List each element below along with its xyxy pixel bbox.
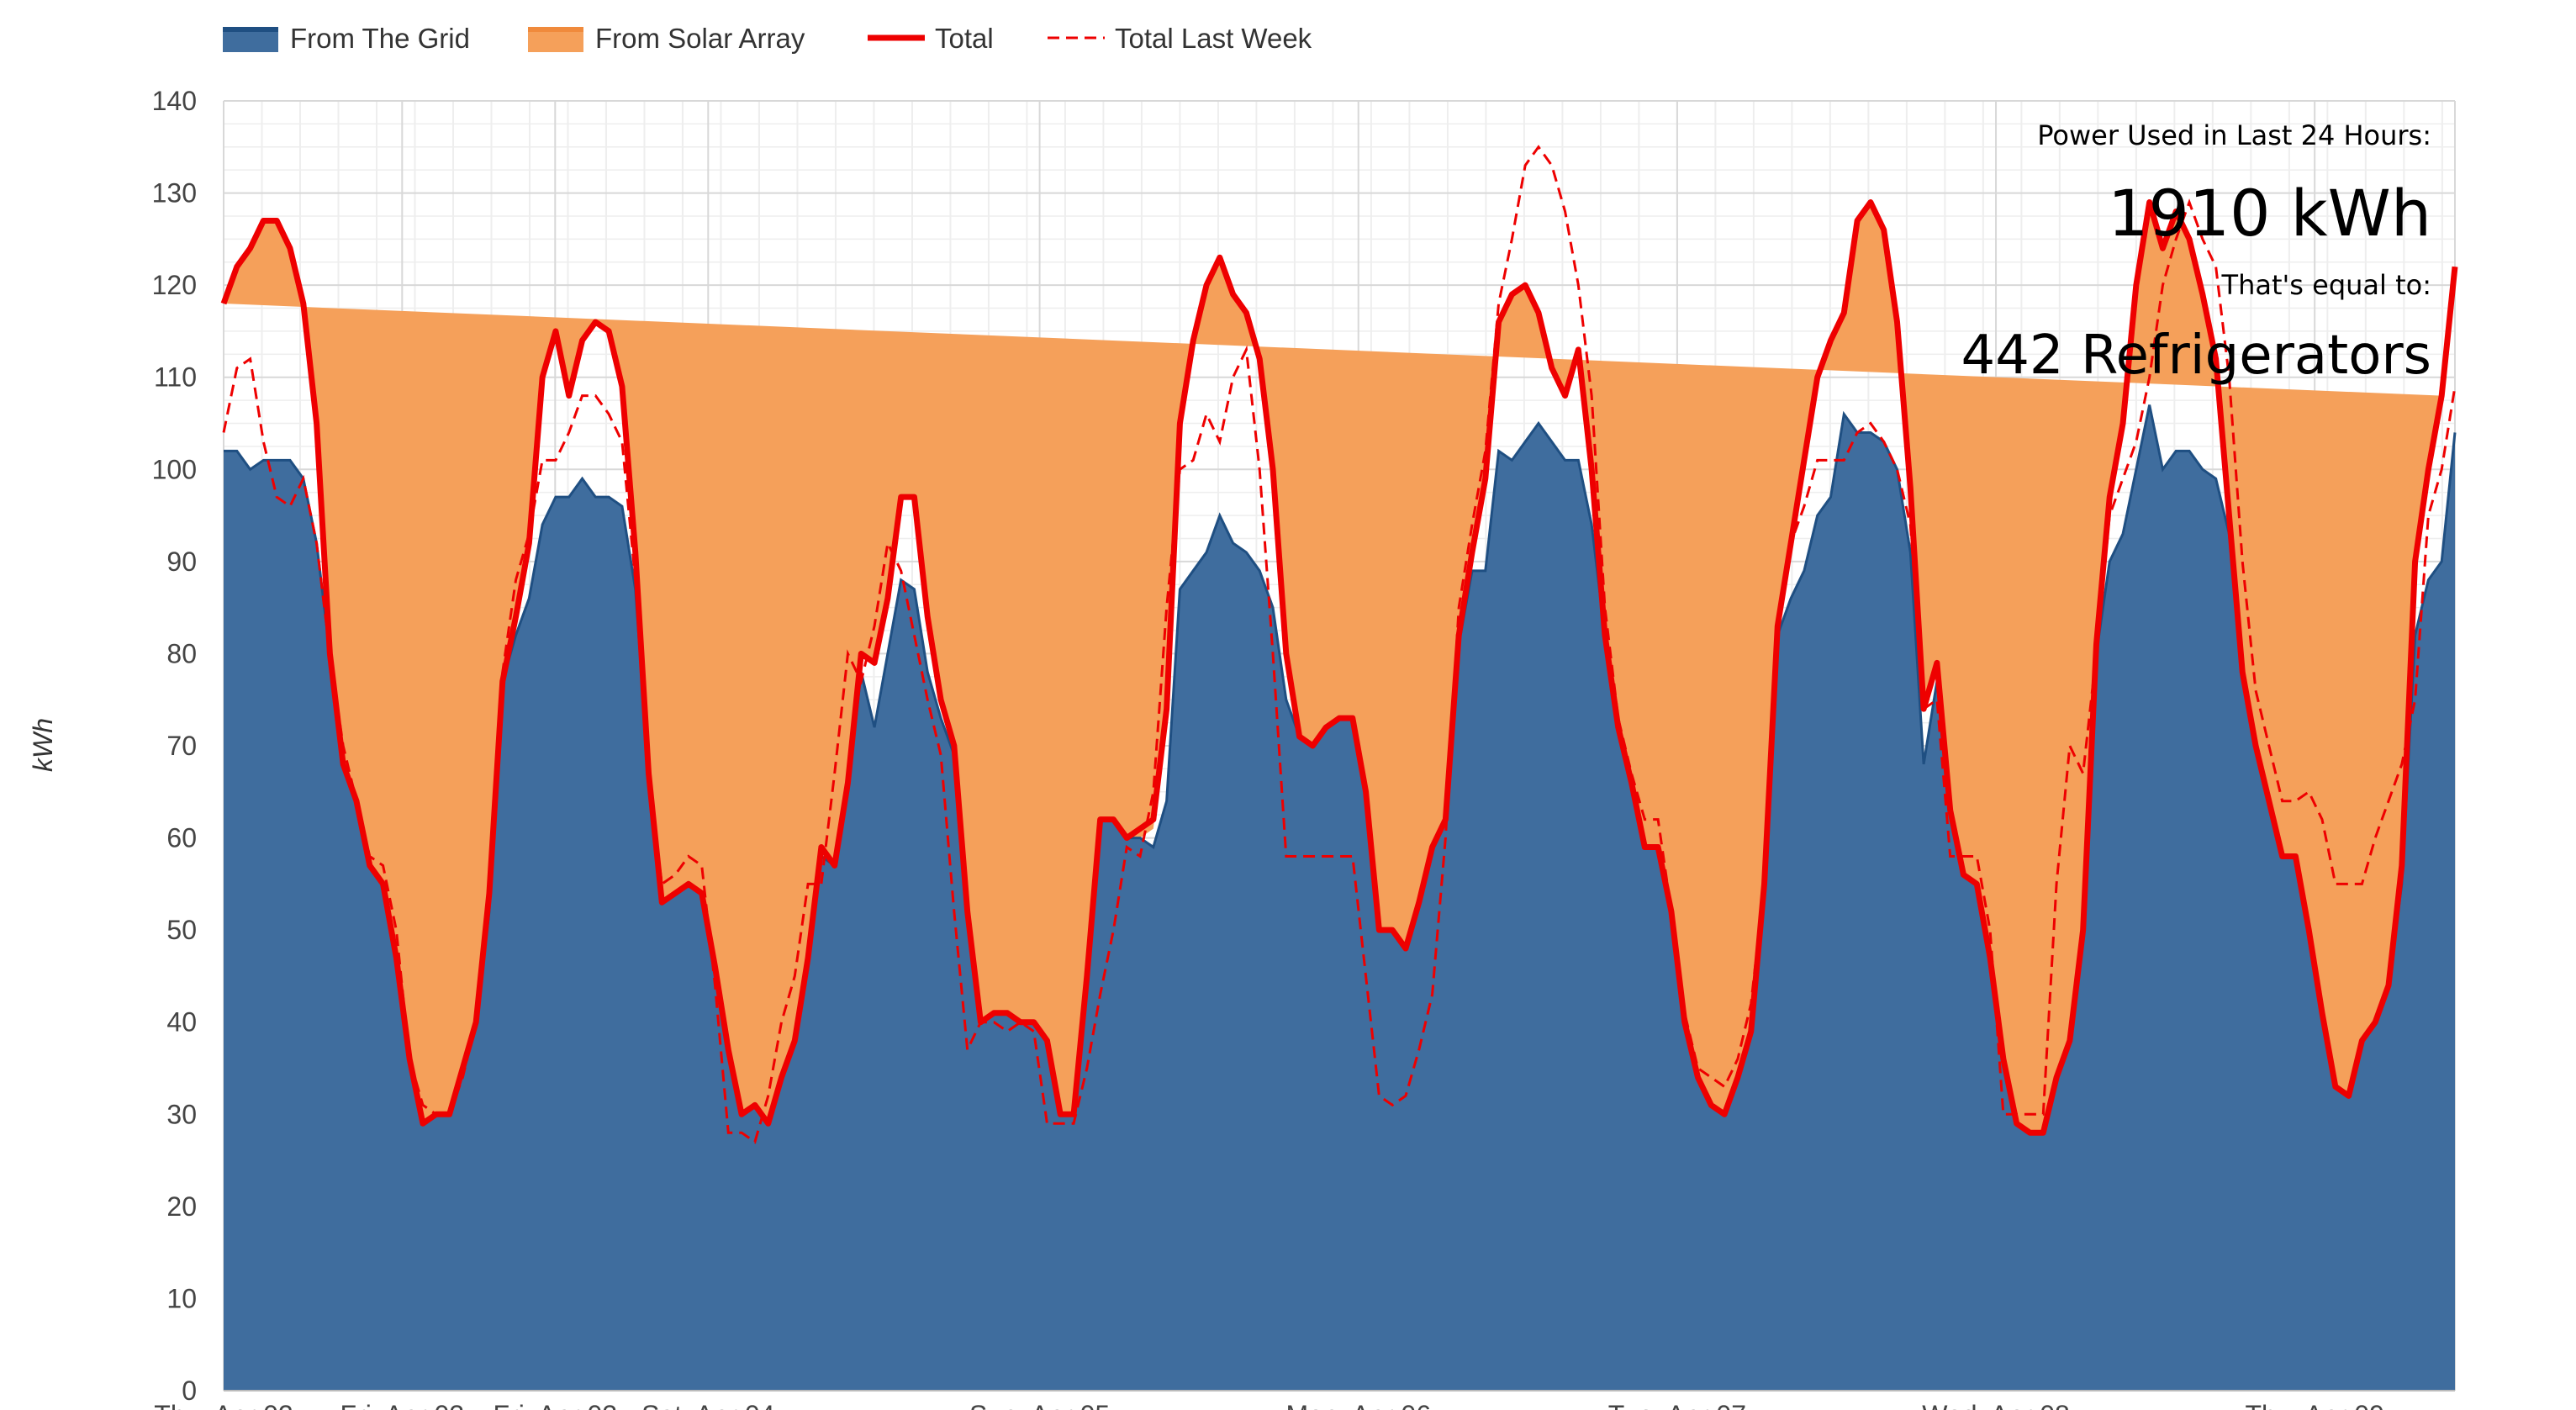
- y-axis-title: kWh: [28, 718, 58, 772]
- y-tick-label: 50: [166, 915, 197, 945]
- x-tick-label: Fri, Apr 03: [340, 1400, 465, 1410]
- legend-item-total[interactable]: Total: [868, 23, 994, 54]
- x-tick-label: Thu, Apr 09: [2245, 1400, 2383, 1410]
- y-tick-label: 90: [166, 547, 197, 577]
- legend-item-last-week[interactable]: Total Last Week: [1048, 23, 1312, 54]
- x-tick-label: Sun, Apr 05: [969, 1400, 1110, 1410]
- y-tick-label: 120: [152, 270, 197, 300]
- legend-swatch-grid-border: [223, 27, 278, 32]
- x-tick-label: Tue, Apr 07: [1608, 1400, 1746, 1410]
- legend-swatch-solar-border: [528, 27, 583, 32]
- total-line: [220, 199, 2458, 1136]
- y-tick-label: 20: [166, 1191, 197, 1222]
- y-tick-label: 110: [154, 362, 197, 393]
- y-tick-label: 30: [166, 1099, 197, 1129]
- x-tick-label: Fri, Apr 03: [494, 1400, 618, 1410]
- y-tick-label: 130: [152, 178, 197, 209]
- x-tick-label: Thu, Apr 02: [154, 1400, 293, 1410]
- legend-label-solar: From Solar Array: [595, 23, 805, 54]
- legend-label-total: Total: [935, 23, 994, 54]
- x-tick-label: Wed, Apr 08: [1922, 1400, 2070, 1410]
- last-week-line: [222, 145, 2457, 1144]
- y-tick-label: 40: [166, 1007, 197, 1038]
- grid-area: [224, 404, 2455, 1392]
- y-tick-label: 10: [166, 1283, 197, 1313]
- annotation-equal-caption: That's equal to:: [2221, 269, 2431, 301]
- annotation-value: 1910 kWh: [2108, 176, 2431, 251]
- legend-label-grid: From The Grid: [290, 23, 470, 54]
- y-tick-label: 100: [152, 454, 197, 484]
- legend-item-solar[interactable]: From Solar Array: [528, 23, 805, 54]
- legend-item-grid[interactable]: From The Grid: [223, 23, 470, 54]
- x-tick-label: Mon, Apr 06: [1285, 1400, 1431, 1410]
- y-tick-label: 0: [182, 1376, 197, 1406]
- y-tick-label: 60: [166, 823, 197, 853]
- line-series: [220, 145, 2458, 1144]
- axes: 0 10 20 30 40 50 60 70 80 90 100 110 120 130 140 Thu, A…: [152, 86, 2455, 1410]
- legend-label-last-week: Total Last Week: [1115, 23, 1312, 54]
- legend: From The Grid From Solar Array Total Tot…: [223, 23, 1312, 54]
- annotation-caption: Power Used in Last 24 Hours:: [2037, 119, 2431, 151]
- usage-annotation: Power Used in Last 24 Hours: 1910 kWh Th…: [1961, 119, 2431, 387]
- y-tick-label: 140: [152, 86, 197, 116]
- y-tick-label: 80: [166, 638, 197, 668]
- annotation-equal-value: 442 Refrigerators: [1961, 325, 2431, 387]
- solar-area: [224, 202, 2442, 1133]
- x-tick-label: Sat, Apr 04: [641, 1400, 774, 1410]
- y-tick-label: 70: [166, 731, 197, 761]
